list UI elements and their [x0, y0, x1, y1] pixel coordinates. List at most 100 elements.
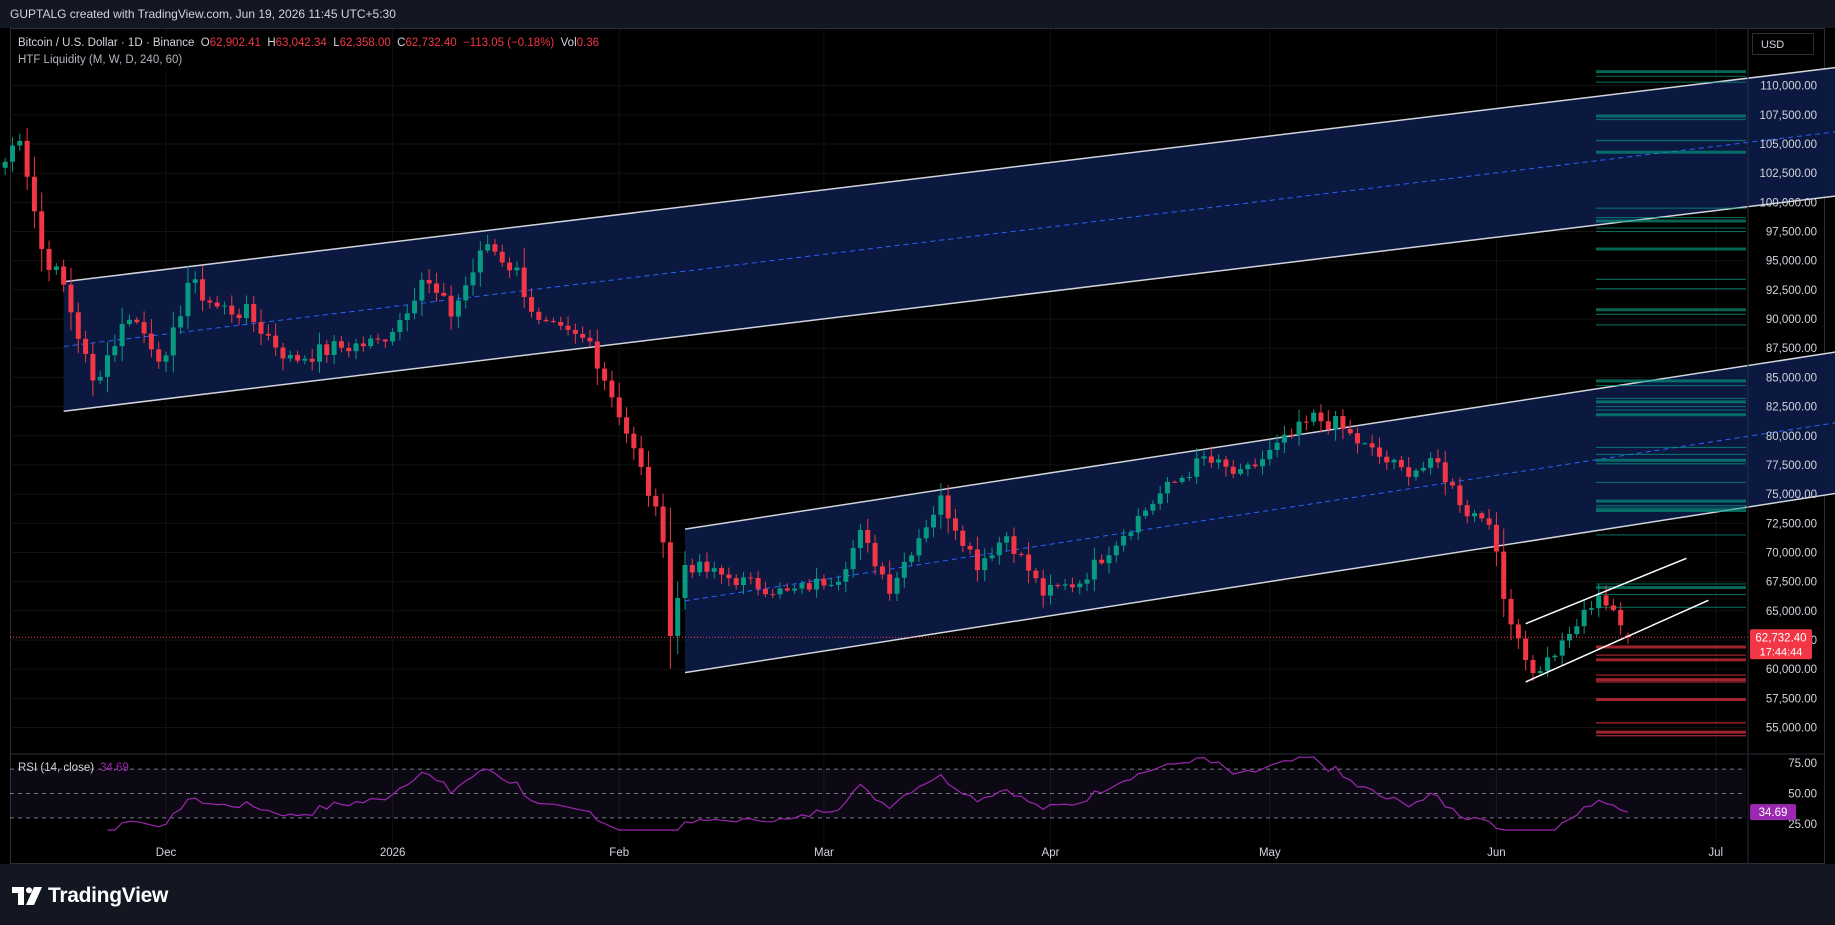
price-tick-label: 90,000.00	[1766, 314, 1817, 326]
candle-down	[31, 176, 37, 212]
candle-down	[1303, 421, 1309, 423]
candle-down	[667, 542, 673, 636]
rsi-title[interactable]: RSI (14, close)	[18, 762, 95, 774]
candle-down	[565, 325, 571, 330]
candle-down	[338, 341, 344, 348]
candle-down	[645, 466, 651, 496]
candle-down	[492, 244, 498, 252]
candle-up	[1428, 458, 1434, 468]
candle-down	[1479, 513, 1485, 519]
candle-down	[214, 302, 220, 307]
price-tick-label: 97,500.00	[1766, 227, 1817, 239]
candle-down	[704, 561, 710, 572]
candle-up	[1113, 545, 1119, 556]
candle-up	[221, 305, 227, 307]
candle-up	[17, 140, 23, 146]
candle-down	[1355, 433, 1361, 444]
candle-down	[1398, 459, 1404, 468]
candle-up	[828, 584, 834, 586]
candle-up	[1413, 470, 1419, 477]
price-tick-label: 77,500.00	[1766, 460, 1817, 472]
time-tick-label: Feb	[609, 847, 629, 859]
candle-down	[602, 368, 608, 381]
price-tick-label: 70,000.00	[1766, 547, 1817, 559]
candle-down	[1442, 462, 1448, 483]
candle-up	[126, 319, 132, 325]
candle-up	[185, 282, 191, 317]
candle-up	[243, 303, 249, 319]
candle-down	[46, 248, 52, 270]
indicator-title[interactable]: HTF Liquidity (M, W, D, 240, 60)	[18, 54, 183, 66]
candle-up	[1164, 481, 1170, 494]
candle-down	[1340, 416, 1346, 429]
time-tick-label: 2026	[380, 847, 406, 859]
candle-up	[1238, 469, 1244, 474]
wedge-upper	[1525, 557, 1687, 625]
candle-down	[1369, 443, 1375, 448]
price-tick-label: 85,000.00	[1766, 372, 1817, 384]
candle-down	[543, 319, 549, 322]
candle-up	[1545, 657, 1551, 672]
candle-down	[1223, 459, 1229, 467]
candle-up	[368, 338, 374, 347]
candle-down	[521, 267, 527, 298]
candle-down	[1501, 551, 1507, 599]
candle-up	[1157, 493, 1163, 504]
candle-down	[536, 311, 542, 320]
price-tick-label: 107,500.00	[1759, 110, 1817, 122]
candle-down	[726, 574, 732, 579]
candle-up	[682, 564, 688, 598]
candle-up	[711, 568, 717, 572]
candle-down	[382, 339, 388, 342]
candle-up	[777, 588, 783, 595]
candle-down	[1040, 578, 1046, 596]
candle-up	[792, 588, 798, 591]
candle-down	[375, 338, 381, 340]
close-label: C	[397, 37, 406, 49]
candle-down	[273, 335, 279, 348]
candle-up	[675, 597, 681, 636]
candle-up	[514, 267, 520, 271]
header-title: GUPTALG created with TradingView.com, Ju…	[10, 7, 396, 21]
tradingview-logo[interactable]: TradingView	[12, 884, 168, 908]
symbol-title[interactable]: Bitcoin / U.S. Dollar · 1D · Binance	[18, 37, 195, 49]
currency-selector[interactable]: USD	[1752, 33, 1814, 55]
price-tick-label: 72,500.00	[1766, 518, 1817, 530]
price-tick-label: 75,000.00	[1766, 489, 1817, 501]
candle-up	[97, 376, 103, 381]
candle-down	[346, 347, 352, 352]
candle-up	[799, 583, 805, 589]
candle-down	[229, 305, 235, 315]
candle-down	[295, 354, 301, 361]
price-tick-label: 67,500.00	[1766, 577, 1817, 589]
candle-down	[631, 433, 637, 449]
candle-up	[119, 324, 125, 347]
candle-up	[996, 542, 1002, 556]
candle-up	[404, 313, 410, 321]
channel-upper-lower	[63, 195, 1835, 412]
candle-down	[90, 353, 96, 381]
candle-down	[719, 568, 725, 575]
candle-down	[448, 295, 454, 317]
candle-down	[433, 283, 439, 293]
candle-down	[156, 349, 162, 362]
candle-down	[68, 284, 74, 313]
candle-up	[9, 145, 15, 162]
time-tick-label: Mar	[814, 847, 834, 859]
candle-up	[901, 561, 907, 578]
brand-name: TradingView	[48, 884, 169, 907]
candle-down	[1230, 466, 1236, 474]
candle-down	[39, 211, 45, 249]
open-value: 62,902.41	[209, 37, 261, 49]
candle-down	[200, 279, 206, 301]
candle-down	[1384, 456, 1390, 463]
time-tick-label: Jul	[1708, 847, 1723, 859]
channel-lower-midline	[684, 422, 1835, 602]
candle-down	[1026, 554, 1032, 571]
candle-down	[75, 312, 81, 339]
candle-down	[24, 140, 30, 177]
price-tick-label: 80,000.00	[1766, 431, 1817, 443]
candle-up	[843, 569, 849, 582]
